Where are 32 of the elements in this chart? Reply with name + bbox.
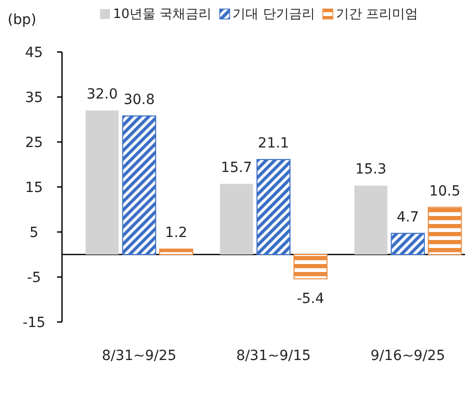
data-label: 21.1 (258, 136, 290, 152)
data-label: 32.0 (86, 86, 118, 102)
y-tick-label: 25 (25, 135, 43, 151)
x-tick-label: 9/16~9/25 (370, 348, 446, 364)
bar (354, 186, 388, 254)
x-tick-label: 8/31~9/25 (102, 348, 176, 364)
y-tick-label: 45 (25, 45, 43, 61)
y-tick-label: 5 (30, 225, 38, 241)
bar (390, 232, 425, 255)
bar (122, 115, 156, 255)
data-label: 15.7 (220, 160, 252, 176)
y-tick-label: -5 (27, 270, 41, 286)
legend-label: 기대 단기금리 (232, 7, 315, 22)
y-tick-label: 15 (25, 180, 43, 196)
data-label: 10.5 (429, 183, 460, 200)
bar (220, 184, 253, 254)
bar (86, 110, 119, 254)
y-tick-label: -15 (22, 315, 46, 331)
legend-label: 기간 프리미엄 (336, 7, 418, 22)
legend-label: 10년물 국채금리 (113, 7, 212, 22)
y-axis-title: (bp) (8, 12, 36, 28)
x-tick-label: 8/31~9/15 (236, 348, 311, 364)
data-label: -5.4 (296, 290, 324, 307)
bar (428, 206, 462, 255)
data-label: 30.8 (124, 92, 155, 108)
bar (256, 159, 290, 255)
data-label: 4.7 (396, 209, 419, 226)
data-label: 15.3 (355, 162, 386, 178)
y-tick-label: 35 (25, 90, 43, 106)
bar (159, 248, 194, 255)
data-label: 1.2 (165, 225, 188, 242)
bar (294, 254, 328, 280)
